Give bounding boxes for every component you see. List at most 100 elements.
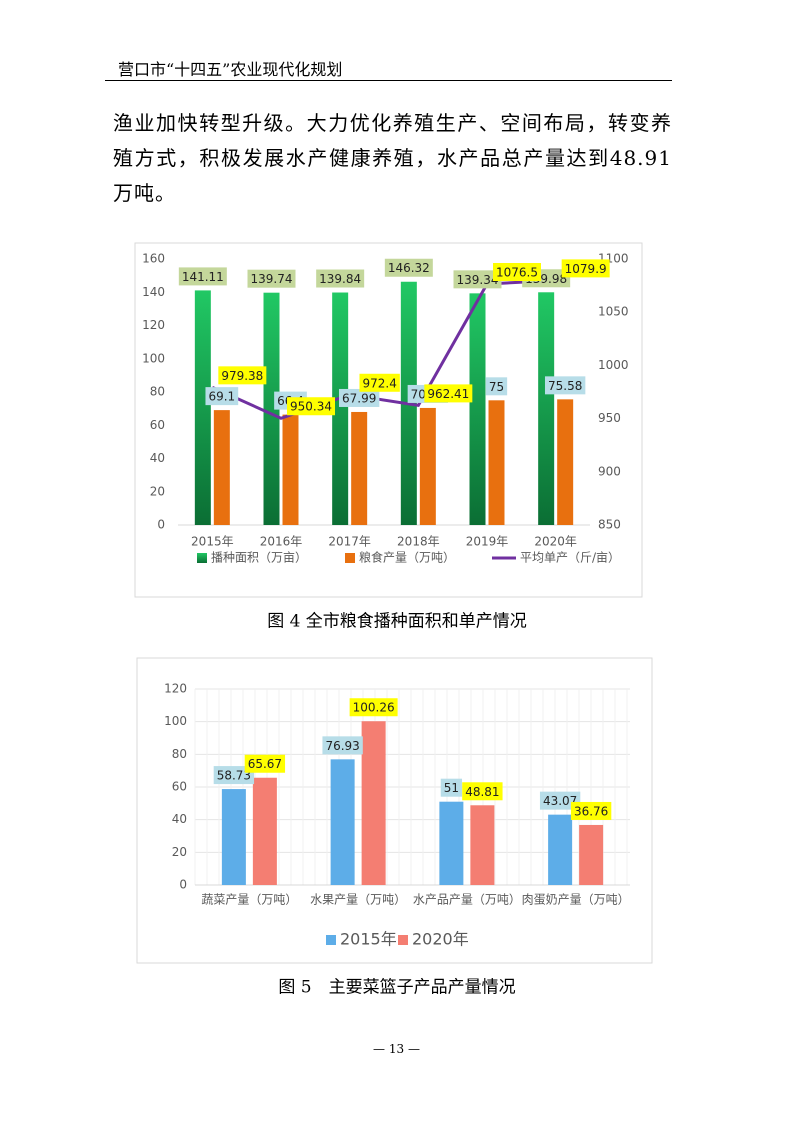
bar xyxy=(252,777,277,885)
y-tick-label: 40 xyxy=(172,812,187,826)
header: 营口市“十四五”农业现代化规划 xyxy=(118,60,343,79)
data-label: 139.74 xyxy=(251,272,293,286)
bar xyxy=(330,759,355,885)
legend-label: 2015年 xyxy=(340,930,397,949)
legend-swatch xyxy=(326,935,336,945)
header-rule xyxy=(105,80,672,81)
data-label: 962.41 xyxy=(427,387,469,401)
data-label: 139.84 xyxy=(319,272,361,286)
y-tick-label: 100 xyxy=(164,714,187,728)
legend-swatch xyxy=(398,935,408,945)
data-label-box xyxy=(244,754,286,773)
data-label-box xyxy=(247,269,296,288)
data-label-box xyxy=(316,269,365,288)
bar xyxy=(469,293,486,525)
y-tick-label: 0 xyxy=(179,878,187,892)
bar xyxy=(557,399,574,525)
x-tick-label: 2017年 xyxy=(328,535,371,549)
bar xyxy=(579,824,604,885)
data-label-box xyxy=(462,782,503,801)
bar xyxy=(332,292,349,525)
legend-label: 平均单产（斤/亩） xyxy=(520,550,620,565)
bar xyxy=(351,411,368,525)
legend-label: 播种面积（万亩） xyxy=(211,550,307,565)
bar xyxy=(470,805,495,885)
figure-caption: 图 4 全市粮食播种面积和单产情况 xyxy=(267,612,527,632)
chart: 0 20 40 60 80 100 120 蔬菜产量（万吨） 水果产量（万吨） 水产品产量（万吨）… xyxy=(136,657,653,998)
bar xyxy=(548,814,573,885)
legend-swatch xyxy=(197,553,207,563)
y2-tick-label: 1050 xyxy=(598,305,629,319)
data-label: 146.32 xyxy=(388,261,430,275)
data-label: 67.99 xyxy=(342,391,376,405)
data-label-box xyxy=(359,373,400,392)
y-tick-label: 60 xyxy=(172,780,187,794)
legend-label: 2020年 xyxy=(412,930,469,949)
data-label-box xyxy=(561,259,610,278)
bar xyxy=(221,789,246,885)
page-number: — 13 — xyxy=(373,1042,420,1056)
data-label-box xyxy=(205,387,239,406)
data-label: 950.34 xyxy=(290,400,332,414)
data-label: 51 xyxy=(444,781,459,795)
y-tick-label: 0 xyxy=(157,518,165,532)
data-label: 100.26 xyxy=(353,701,395,715)
bar xyxy=(488,400,505,525)
data-label-box xyxy=(213,766,255,785)
data-label-box xyxy=(424,384,473,403)
data-label-box xyxy=(453,270,502,289)
bar xyxy=(439,801,464,885)
y-tick-label: 80 xyxy=(172,747,187,761)
bar xyxy=(213,410,230,525)
data-label-box xyxy=(485,377,508,396)
y-tick-label: 120 xyxy=(164,682,187,696)
bar xyxy=(538,292,555,525)
bar xyxy=(263,292,280,525)
bar xyxy=(419,407,436,525)
data-label-box xyxy=(440,778,463,797)
y2-tick-label: 850 xyxy=(598,518,621,532)
y2-tick-label: 1000 xyxy=(598,358,629,372)
data-label-box xyxy=(178,267,227,286)
data-label-box xyxy=(570,801,612,820)
data-label-box xyxy=(218,366,267,385)
y2-tick-label: 950 xyxy=(598,411,621,425)
x-tick-label: 2019年 xyxy=(466,535,509,549)
data-label: 69.1 xyxy=(208,390,235,404)
y-tick-label: 160 xyxy=(142,252,165,266)
data-label: 43.07 xyxy=(543,794,577,808)
y-tick-label: 120 xyxy=(142,318,165,332)
data-label: 141.11 xyxy=(182,270,224,284)
data-label: 75 xyxy=(489,380,504,394)
data-label: 139.34 xyxy=(457,273,499,287)
data-label-box xyxy=(338,388,380,407)
data-label: 48.81 xyxy=(465,785,499,799)
bar xyxy=(282,414,299,525)
bar xyxy=(361,721,386,885)
data-label-box xyxy=(544,376,586,395)
y-tick-label: 80 xyxy=(150,385,165,399)
data-label: 1076.5 xyxy=(496,266,538,280)
y-tick-label: 140 xyxy=(142,285,165,299)
data-label: 36.76 xyxy=(574,804,608,818)
legend-label: 粮食产量（万吨） xyxy=(359,550,455,565)
x-tick-label: 2015年 xyxy=(191,535,234,549)
y-tick-label: 20 xyxy=(150,484,165,498)
data-label: 58.73 xyxy=(217,769,251,783)
y-tick-label: 40 xyxy=(150,451,165,465)
y-tick-label: 60 xyxy=(150,418,165,432)
data-label: 65.67 xyxy=(248,757,282,771)
data-label-box xyxy=(539,791,581,810)
x-tick-label: 水产品产量（万吨） xyxy=(413,893,521,907)
data-label-box xyxy=(384,258,433,277)
data-label: 76.93 xyxy=(325,739,359,753)
y2-tick-label: 900 xyxy=(598,464,621,478)
data-label: 979.38 xyxy=(221,369,263,383)
chart: 0204060801001201401608509009501000105011… xyxy=(134,242,643,632)
data-label-box xyxy=(493,263,541,282)
data-label-box xyxy=(349,698,398,717)
legend-swatch xyxy=(345,553,355,563)
data-label-box xyxy=(287,397,335,416)
